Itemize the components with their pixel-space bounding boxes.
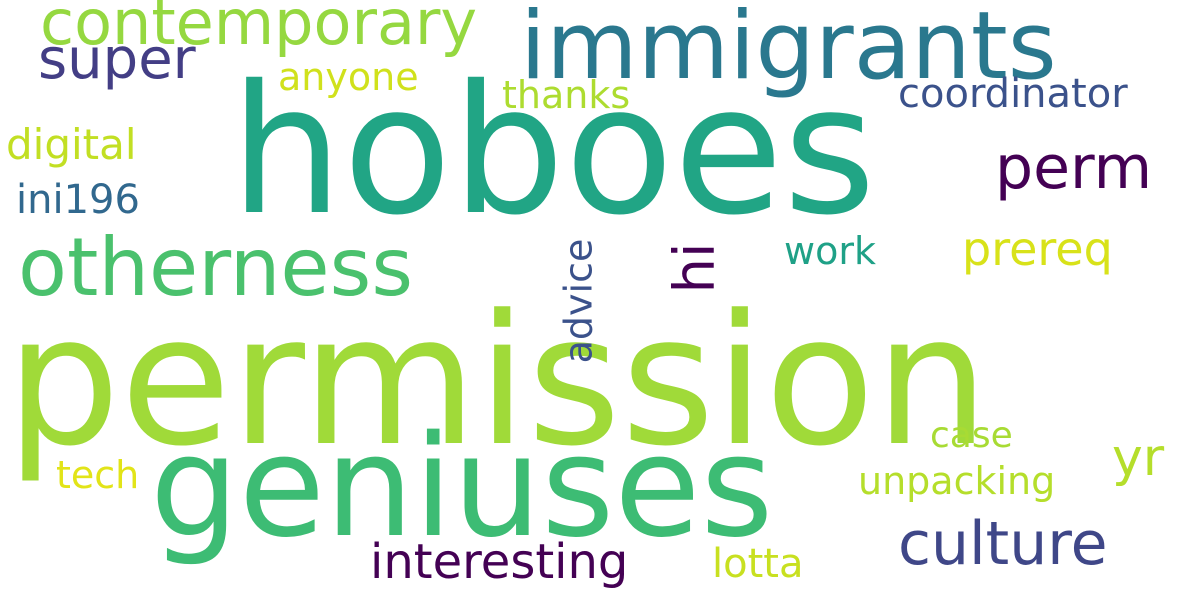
word-thanks: thanks — [502, 73, 631, 117]
word-advice: advice — [556, 238, 601, 364]
word-otherness: otherness — [18, 221, 413, 314]
word-perm: perm — [995, 133, 1153, 203]
word-yr: yr — [1112, 428, 1165, 488]
word-super: super — [38, 27, 196, 92]
word-permission: permission — [6, 277, 989, 486]
word-work: work — [784, 229, 876, 273]
word-immigrants: immigrants — [520, 0, 1057, 101]
word-hi: hi — [662, 242, 728, 294]
word-geniuses: geniuses — [150, 406, 774, 569]
word-prereq: prereq — [962, 222, 1113, 276]
word-tech: tech — [56, 453, 140, 497]
word-ini196: ini196 — [16, 177, 140, 223]
word-hoboes: hoboes — [230, 47, 876, 254]
word-interesting: interesting — [370, 534, 629, 590]
word-lotta: lotta — [712, 541, 804, 587]
word-unpacking: unpacking — [858, 459, 1056, 503]
word-digital: digital — [6, 120, 137, 169]
word-anyone: anyone — [278, 55, 419, 99]
word-coordinator: coordinator — [898, 71, 1128, 117]
word-case: case — [930, 415, 1013, 456]
word-contemporary: contemporary — [40, 0, 478, 59]
word-culture: culture — [898, 509, 1108, 579]
